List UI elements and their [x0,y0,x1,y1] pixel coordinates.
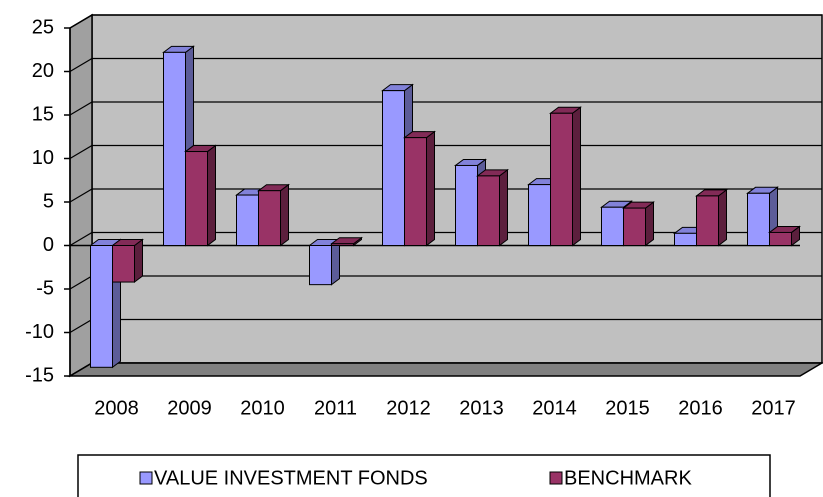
y-tick-label: -15 [25,364,54,386]
bar-side [280,183,289,247]
bar-side [426,130,435,247]
bar-group [622,201,655,247]
bar [601,206,624,246]
bar [185,151,208,246]
x-tick-label: 2010 [240,397,285,419]
bar [309,245,332,286]
bar-group [403,130,436,247]
bar [112,245,135,283]
bar [90,245,113,368]
bar [382,90,405,246]
bar-side [134,238,143,284]
bar-side [572,106,581,247]
bar [455,164,478,247]
bar [769,231,792,246]
x-tick-label: 2014 [532,397,577,419]
bar [550,112,573,247]
legend-swatch [139,471,153,485]
bar [747,192,770,247]
grid-line [69,101,822,116]
bar [674,232,697,247]
bar [696,195,719,247]
bar-group [549,106,582,247]
bar-group [695,188,728,247]
bar-side [207,144,216,247]
grid-line [69,57,822,73]
bar-group [111,238,144,284]
x-tick-label: 2017 [751,397,796,419]
y-tick-label: 0 [43,234,54,256]
x-tick-label: 2008 [94,397,139,419]
bar-group [308,238,341,286]
y-tick-label: 15 [32,103,54,125]
bar-group [476,168,509,247]
bar-group [257,183,290,247]
legend-swatch [549,471,563,485]
x-tick-label: 2013 [459,397,504,419]
bar-side [331,238,340,286]
y-tick-label: 10 [32,147,54,169]
bar [163,51,186,246]
bar-side [718,188,727,247]
y-tick-label: 25 [32,16,54,38]
y-tick-label: 5 [43,190,54,212]
bar [331,243,354,246]
x-tick-label: 2011 [314,397,357,419]
grid-line [69,14,822,29]
bar [236,194,259,246]
bar [404,137,427,246]
y-tick-label: -10 [25,321,54,343]
legend-label: BENCHMARK [564,467,692,489]
bar-group [768,225,801,247]
legend-box [77,454,771,497]
bar-side [645,201,654,247]
bar-group [330,236,363,247]
legend-label: VALUE INVESTMENT FONDS [154,467,428,489]
bar [258,190,281,247]
bar [477,175,500,246]
y-tick-label: 20 [32,60,54,82]
x-tick-label: 2015 [605,397,650,419]
bar [528,184,551,247]
bar-group [184,144,217,247]
bar-side [499,168,508,247]
x-tick-label: 2016 [678,397,723,419]
floor [67,362,823,377]
x-tick-label: 2009 [167,397,212,419]
bar [623,207,646,246]
y-tick-label: -5 [36,277,54,299]
x-tick-label: 2012 [386,397,431,419]
